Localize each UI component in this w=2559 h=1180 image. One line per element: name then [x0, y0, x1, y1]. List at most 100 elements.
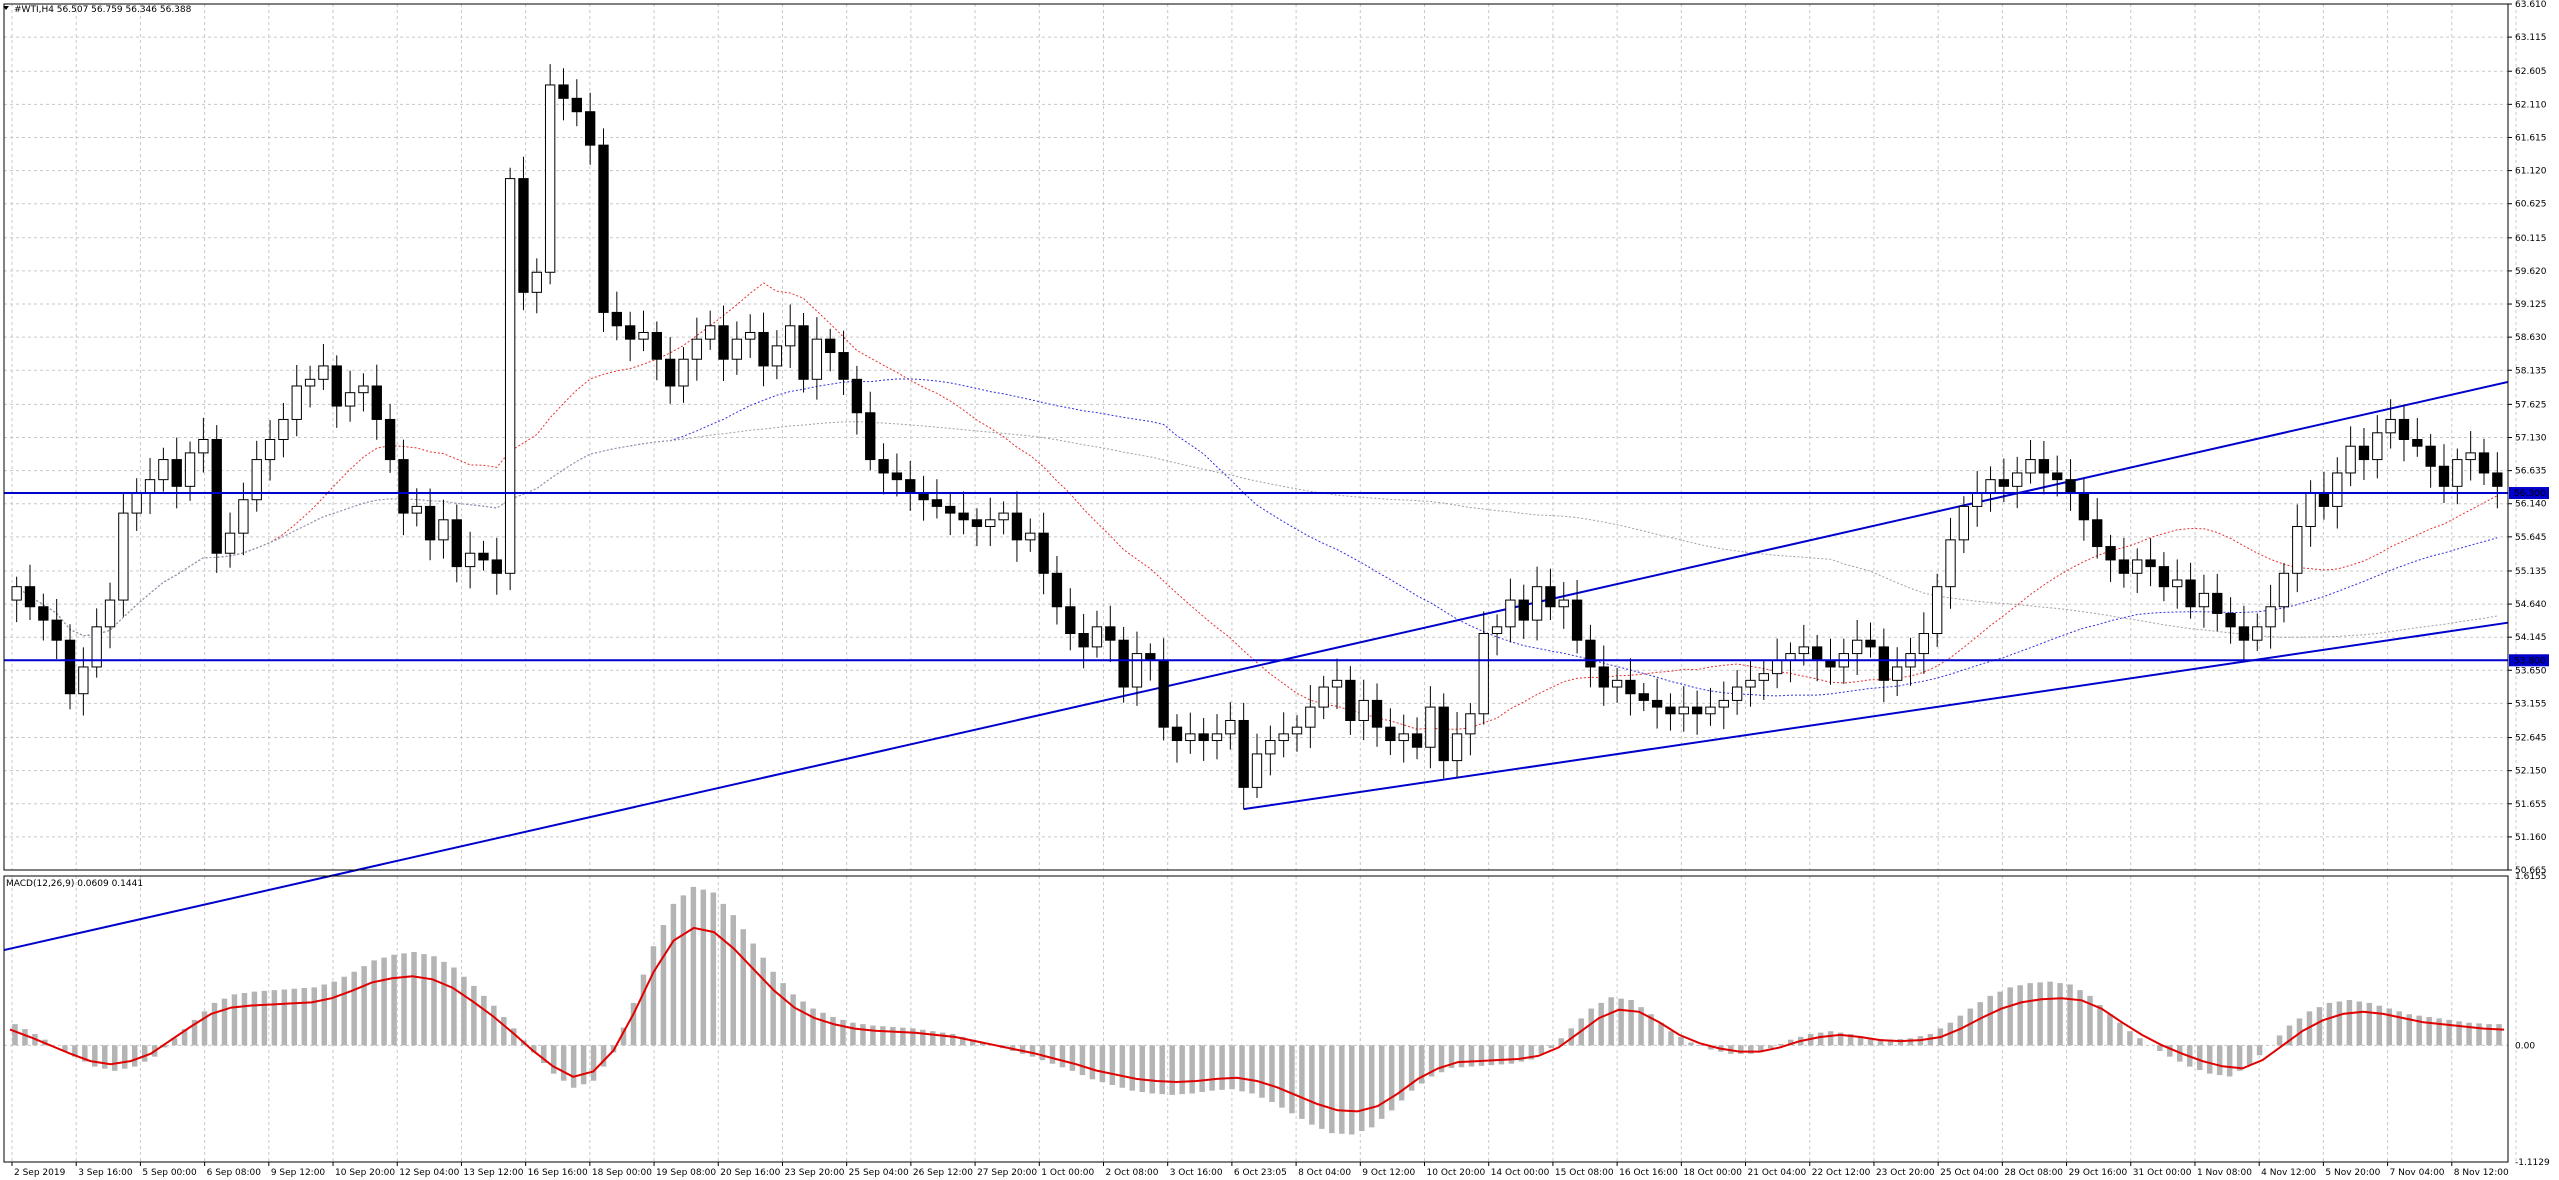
price-tick-label: 57.130	[2515, 434, 2547, 444]
candle-body	[464, 552, 476, 568]
candle-body	[1945, 539, 1956, 588]
candle-body	[1705, 706, 1716, 715]
macd-header: MACD(12,26,9) 0.0609 0.1441	[6, 879, 143, 889]
time-tick-label: 20 Sep 16:00	[720, 1168, 780, 1178]
chart-menu-arrow-icon[interactable]	[3, 6, 9, 10]
price-tick-label: 61.120	[2515, 167, 2547, 177]
candle-body	[1478, 633, 1489, 715]
time-tick-label: 10 Oct 20:00	[1427, 1168, 1486, 1178]
candle-body	[198, 439, 209, 454]
candle-body	[2198, 592, 2210, 608]
chart-frame	[3, 3, 2509, 1163]
candle-body	[1718, 699, 1729, 708]
candle-body	[2065, 479, 2076, 494]
time-tick-label: 8 Nov 12:00	[2454, 1168, 2509, 1178]
macd-signal-polyline	[9, 926, 2505, 1113]
candle-body	[2172, 579, 2183, 588]
candle-body	[1758, 673, 1769, 681]
candle-body	[398, 459, 409, 514]
macd-axis: 1.6155 0.00 -1.1129	[2515, 872, 2550, 1168]
candle-body	[1278, 733, 1289, 742]
candle-body	[745, 331, 756, 340]
time-tick-label: 18 Oct 00:00	[1683, 1168, 1742, 1178]
candle-body	[1211, 733, 1223, 742]
candle-body	[211, 439, 222, 554]
candle-body	[144, 479, 156, 494]
candle-body	[2318, 492, 2330, 507]
candle-body	[1491, 626, 1503, 635]
candle-body	[1518, 599, 1529, 621]
candle-body	[1091, 626, 1103, 648]
candle-body	[1932, 586, 1943, 635]
candle-body	[531, 271, 542, 293]
candle-body	[2145, 559, 2156, 568]
candle-body	[1811, 646, 1823, 661]
time-tick-label: 1 Nov 08:00	[2197, 1168, 2252, 1178]
candle-body	[678, 358, 689, 387]
time-tick-label: 22 Oct 12:00	[1812, 1168, 1871, 1178]
candle-body	[1691, 706, 1703, 715]
candle-body	[891, 472, 903, 481]
candle-body	[1011, 512, 1023, 541]
price-tick-label: 56.140	[2515, 500, 2547, 510]
time-tick-label: 25 Sep 04:00	[849, 1168, 909, 1178]
candle-body	[2012, 472, 2023, 487]
time-tick-label: 6 Sep 08:00	[207, 1168, 262, 1178]
candle-body	[344, 392, 356, 407]
candle-body	[2038, 459, 2050, 474]
candle-body	[451, 519, 462, 568]
candle-body	[2332, 472, 2343, 507]
candle-body	[2465, 452, 2476, 461]
candle-body	[2078, 492, 2090, 521]
candle-body	[1131, 653, 1143, 688]
price-level-label-bg	[2509, 487, 2549, 500]
candle-body	[1185, 733, 1196, 742]
channel-upper-line	[3, 380, 2509, 952]
candle-body	[2132, 559, 2143, 574]
candle-body	[1171, 726, 1183, 742]
candle-body	[2305, 492, 2316, 527]
candle-body	[1825, 659, 1836, 668]
candle-body	[785, 325, 796, 347]
candle-body	[1385, 726, 1396, 742]
candle-body	[384, 418, 396, 461]
candle-body	[424, 505, 436, 541]
candle-body	[2345, 445, 2356, 474]
candle-body	[1065, 606, 1076, 635]
candle-body	[1558, 599, 1569, 608]
candle-body	[2478, 452, 2490, 474]
time-axis: 2 Sep 2019 3 Sep 16:00 5 Sep 00:00 6 Sep 08…	[11, 1162, 2509, 1178]
candle-body	[2025, 459, 2036, 474]
time-tick-label: 18 Sep 00:00	[592, 1168, 652, 1178]
candle-body	[705, 325, 716, 340]
macd-tick-label: -1.1129	[2515, 1158, 2550, 1168]
time-tick-label: 25 Oct 04:00	[1940, 1168, 1999, 1178]
candle-body	[945, 505, 956, 514]
candle-body	[771, 345, 783, 367]
price-tick-label: 56.635	[2515, 467, 2547, 477]
candle-body	[584, 111, 596, 146]
candle-body	[1345, 679, 1356, 721]
candle-body	[2398, 418, 2410, 441]
candle-body	[1998, 479, 2010, 487]
price-tick-label: 55.135	[2515, 567, 2547, 577]
candle-body	[1078, 633, 1089, 648]
candle-body	[2372, 432, 2383, 461]
candle-body	[1331, 679, 1343, 688]
candle-body	[371, 385, 382, 420]
candle-body	[544, 84, 556, 273]
candle-body	[691, 338, 703, 360]
price-tick-label: 63.115	[2515, 33, 2547, 43]
price-tick-label: 54.640	[2515, 600, 2547, 610]
time-tick-label: 21 Oct 04:00	[1748, 1168, 1807, 1178]
candle-body	[2452, 459, 2463, 487]
candle-body	[1025, 532, 1036, 541]
candle-body	[838, 352, 849, 380]
candle-body	[2092, 519, 2103, 548]
candle-body	[1411, 733, 1423, 748]
price-tick-label: 60.625	[2515, 200, 2547, 210]
candle-body	[2225, 612, 2236, 628]
ma-blue-line	[16, 378, 2498, 697]
candle-body	[11, 586, 22, 601]
